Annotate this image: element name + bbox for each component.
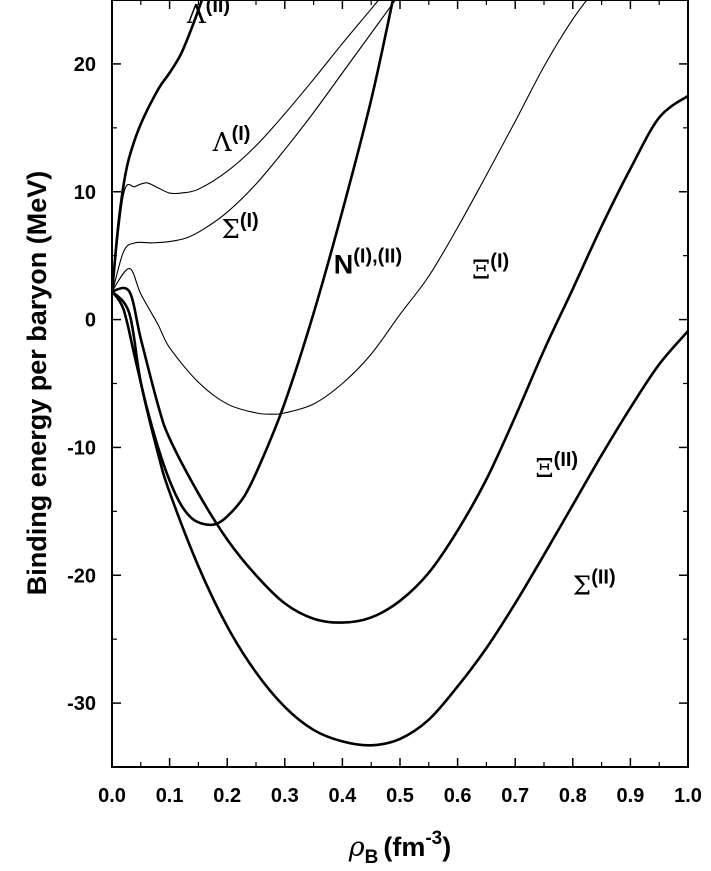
x-axis-subscript: B	[365, 847, 379, 868]
curve-label-superscript: (II)	[206, 0, 230, 17]
series-line-1	[112, 0, 380, 295]
plot-frame	[111, 0, 689, 768]
series-line-4	[112, 0, 588, 415]
x-tick-label: 0.3	[271, 785, 299, 807]
curve-label-0: Λ(II)	[186, 0, 230, 30]
x-tick-label: 0.5	[386, 785, 414, 807]
y-axis-title: Binding energy per baryon (MeV)	[22, 171, 52, 596]
series-line-6	[112, 290, 688, 747]
y-tick-label: -20	[67, 565, 96, 587]
x-tick-label: 0.2	[213, 785, 241, 807]
curve-label-6: Σ(II)	[573, 566, 616, 601]
curve-label-base: Ξ	[472, 256, 490, 286]
x-axis-unit: (fm	[383, 832, 425, 862]
x-axis-exponent: -3	[425, 828, 442, 849]
curve-label-4: Ξ(I)	[472, 251, 509, 286]
curve-label-superscript: (I),(II)	[353, 246, 402, 268]
x-tick-label: 0.6	[444, 785, 472, 807]
curve-label-base: Σ	[573, 571, 591, 601]
x-tick-label: 0.1	[156, 785, 184, 807]
curve-label-5: Ξ(II)	[535, 449, 578, 484]
curve-label-superscript: (II)	[554, 449, 578, 471]
curve-label-base: N	[334, 250, 354, 280]
y-tick-labels: 20 10 0 -10 -20 -30	[67, 54, 96, 715]
series-group	[112, 0, 688, 747]
curve-label-superscript: (I)	[240, 210, 259, 232]
plot-area: Λ(II)Λ(I)Σ(I)N(I),(II) Ξ(I)Ξ(II)Σ(II)	[111, 0, 689, 768]
x-axis-symbol: ρ	[348, 832, 365, 863]
curve-label-base: Ξ	[535, 454, 553, 484]
y-tick-label: 10	[74, 182, 96, 204]
curve-label-2: Σ(I)	[221, 210, 258, 245]
axis-ticks	[112, 0, 688, 767]
y-tick-label: -30	[67, 693, 96, 715]
curve-label-3: N(I),(II)	[334, 246, 402, 280]
x-axis-close: )	[442, 832, 451, 862]
curve-labels: Λ(II)Λ(I)Σ(I)N(I),(II) Ξ(I)Ξ(II)Σ(II)	[186, 0, 616, 601]
x-tick-label: 0.4	[328, 785, 357, 807]
x-tick-label: 1.0	[674, 785, 702, 807]
x-tick-label: 0.7	[501, 785, 529, 807]
x-axis-title: ρB (fm-3)	[348, 828, 452, 868]
x-tick-label: 0.0	[98, 785, 126, 807]
y-tick-label: -10	[67, 437, 96, 459]
series-line-0	[112, 0, 204, 296]
curve-label-superscript: (I)	[232, 123, 251, 145]
curve-label-base: Λ	[212, 128, 233, 158]
series-line-5	[112, 94, 688, 624]
curve-label-base: Σ	[221, 215, 239, 245]
curve-label-1: Λ(I)	[212, 123, 251, 158]
x-tick-label: 0.9	[616, 785, 644, 807]
curve-label-superscript: (I)	[490, 251, 509, 273]
y-tick-label: 0	[85, 310, 96, 332]
y-tick-label: 20	[74, 54, 96, 76]
x-tick-label: 0.8	[559, 785, 587, 807]
curve-label-superscript: (II)	[591, 566, 615, 588]
series-line-2	[112, 0, 397, 295]
curve-label-base: Λ	[186, 0, 207, 30]
x-tick-labels: 0.0 0.1 0.2 0.3 0.4 0.5 0.6 0.7 0.8 0.9 1.0	[98, 785, 702, 807]
